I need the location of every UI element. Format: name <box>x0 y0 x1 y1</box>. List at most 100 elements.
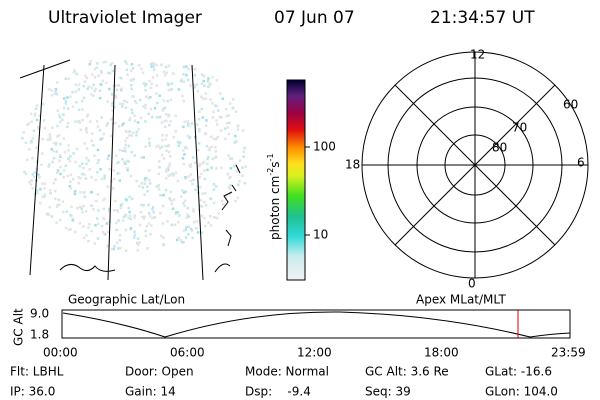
x-tick-label: 12:00 <box>297 346 332 360</box>
pixel <box>85 128 88 132</box>
pixel <box>165 119 168 122</box>
pixel <box>92 83 95 87</box>
pixel <box>67 228 71 232</box>
pixel <box>107 207 111 211</box>
pixel <box>74 160 77 164</box>
pixel <box>81 210 84 214</box>
pixel <box>120 76 123 80</box>
pixel <box>79 128 83 131</box>
pixel <box>198 176 202 179</box>
pixel <box>114 96 118 99</box>
pixel <box>143 179 147 182</box>
pixel <box>153 107 157 110</box>
pixel <box>150 65 154 68</box>
pixel <box>189 173 192 176</box>
pixel <box>142 105 145 108</box>
pixel <box>130 108 133 111</box>
pixel <box>167 150 171 154</box>
pixel <box>122 122 125 125</box>
pixel <box>90 190 94 194</box>
pixel <box>117 125 121 128</box>
pixel <box>91 73 94 76</box>
pixel <box>85 234 88 237</box>
pixel <box>110 93 114 96</box>
pixel <box>166 144 169 148</box>
pixel <box>241 129 245 132</box>
pixel <box>147 137 151 140</box>
pixel <box>211 102 214 105</box>
pixel <box>28 180 31 184</box>
pixel <box>31 157 34 160</box>
pixel <box>214 137 217 141</box>
pixel <box>77 88 81 91</box>
pixel <box>42 195 46 198</box>
pixel <box>74 90 78 93</box>
instrument: Ultraviolet Imager <box>48 8 202 28</box>
pixel <box>145 95 148 98</box>
pixel <box>106 185 109 188</box>
pixel <box>128 118 131 122</box>
date: 07 Jun 07 <box>274 8 355 28</box>
pixel <box>54 87 58 91</box>
pixel <box>62 106 66 110</box>
pixel <box>161 204 165 208</box>
pixel <box>208 149 211 152</box>
pixel <box>150 224 153 227</box>
pixel <box>144 103 147 107</box>
pixel <box>168 155 172 158</box>
pixel <box>181 157 185 160</box>
pixel <box>131 78 134 82</box>
pixel <box>32 175 36 179</box>
pixel <box>125 136 129 140</box>
pixel <box>171 207 175 210</box>
pixel <box>233 141 236 144</box>
pixel <box>187 225 190 228</box>
pixel <box>112 247 115 251</box>
pixel <box>95 66 99 69</box>
pixel <box>184 236 188 239</box>
pixel <box>99 138 103 141</box>
pixel <box>170 199 173 203</box>
pixel <box>236 128 240 131</box>
pixel <box>54 189 57 193</box>
pixel <box>33 114 37 117</box>
pixel <box>77 182 80 185</box>
pixel <box>39 201 42 205</box>
pixel <box>158 146 162 150</box>
pixel <box>97 74 100 77</box>
x-tick-label: 23:59 <box>551 346 586 360</box>
pixel <box>143 182 146 185</box>
pixel <box>59 165 62 169</box>
pixel <box>184 228 187 231</box>
pixel <box>127 206 131 210</box>
pixel <box>164 65 168 69</box>
pixel <box>41 102 45 106</box>
pixel <box>50 148 53 151</box>
pixel <box>243 146 246 150</box>
pixel <box>46 138 50 141</box>
pixel <box>131 111 134 114</box>
pixel <box>145 83 148 86</box>
pixel <box>151 208 154 211</box>
pixel <box>237 183 240 186</box>
pixel <box>30 112 33 116</box>
pixel <box>209 98 212 101</box>
pixel <box>229 184 232 187</box>
pixel <box>189 163 192 166</box>
pixel <box>59 172 62 176</box>
pixel <box>167 164 171 168</box>
pixel <box>177 144 180 148</box>
pixel <box>118 234 122 237</box>
pixel <box>189 84 192 87</box>
pixel <box>94 223 97 227</box>
pixel <box>227 114 230 117</box>
pixel <box>167 83 170 86</box>
pixel <box>71 105 75 108</box>
pixel <box>146 247 149 250</box>
pixel <box>191 156 195 159</box>
pixel <box>66 107 70 110</box>
pixel <box>169 98 173 102</box>
pixel <box>168 123 171 127</box>
pixel <box>204 192 207 195</box>
pixel <box>103 174 106 177</box>
